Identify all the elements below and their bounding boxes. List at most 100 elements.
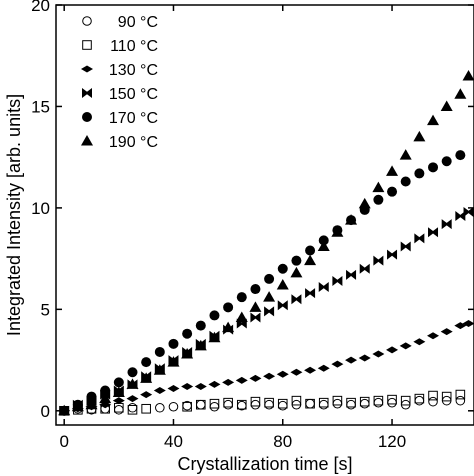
data-point <box>373 397 384 408</box>
data-point <box>209 398 220 409</box>
data-point <box>373 255 384 266</box>
data-point <box>223 399 233 410</box>
legend-entry: 90 °C <box>82 14 158 31</box>
data-point <box>462 320 474 328</box>
data-point <box>141 357 152 368</box>
x-tick-label: 80 <box>273 432 292 451</box>
data-point <box>441 156 452 167</box>
data-point <box>181 347 194 359</box>
data-point <box>276 279 289 290</box>
data-point <box>264 397 274 408</box>
data-point <box>276 370 289 378</box>
data-point <box>250 312 261 323</box>
legend-marker <box>82 40 92 50</box>
data-point <box>346 397 356 408</box>
data-point <box>141 403 151 414</box>
data-point <box>209 401 220 412</box>
series-5 <box>58 70 474 416</box>
data-point <box>100 385 111 396</box>
data-point <box>195 399 206 410</box>
data-point <box>317 364 330 372</box>
data-point <box>318 235 329 246</box>
data-point <box>373 395 384 406</box>
legend-entry: 150 °C <box>82 86 158 103</box>
legend-label: 110 °C <box>110 38 158 55</box>
data-point <box>414 168 425 179</box>
legend-entry: 110 °C <box>82 38 158 55</box>
legend-label: 170 °C <box>109 110 158 127</box>
data-point <box>414 393 425 404</box>
data-point <box>194 339 207 351</box>
legend-entry: 170 °C <box>82 110 158 127</box>
y-axis: 0 5 10 15 20 <box>31 0 474 421</box>
data-point <box>318 397 329 408</box>
data-point <box>305 398 315 409</box>
data-point <box>290 266 303 278</box>
data-point <box>331 226 344 237</box>
data-point <box>400 395 411 406</box>
data-point <box>359 396 370 407</box>
y-tick-label: 10 <box>31 199 50 218</box>
data-point <box>277 400 288 411</box>
data-point <box>264 273 275 284</box>
y-axis-title: Integrated Intensity [arb. units] <box>4 94 24 336</box>
data-point <box>153 364 166 375</box>
data-point <box>168 338 179 349</box>
legend-label: 150 °C <box>109 86 158 103</box>
legend-marker <box>81 65 93 73</box>
data-point <box>359 398 370 409</box>
data-point <box>277 398 288 409</box>
data-point <box>428 390 438 401</box>
data-point <box>114 404 124 415</box>
series-layer <box>58 70 474 416</box>
legend-label: 90 °C <box>118 14 158 31</box>
data-point <box>455 389 466 400</box>
legend-entry: 130 °C <box>81 62 158 79</box>
x-axis: 0 40 80 120 <box>59 5 406 451</box>
data-point <box>428 162 439 173</box>
data-point <box>359 263 370 274</box>
data-point <box>290 368 303 376</box>
data-point <box>317 240 330 251</box>
series-1 <box>59 389 466 416</box>
data-point <box>153 387 166 395</box>
data-point <box>291 395 302 406</box>
y-tick-label: 15 <box>31 97 50 116</box>
data-point <box>454 88 467 99</box>
data-point <box>455 150 466 161</box>
data-point <box>440 100 453 111</box>
data-point <box>455 395 466 406</box>
data-point <box>250 284 261 295</box>
data-point <box>414 395 425 406</box>
data-point <box>86 391 97 402</box>
data-point <box>99 392 112 404</box>
series-2 <box>58 320 474 415</box>
legend-marker <box>82 16 92 26</box>
data-point <box>168 401 179 412</box>
data-point <box>387 397 397 408</box>
y-tick-label: 0 <box>41 402 50 421</box>
data-point <box>427 114 440 126</box>
data-point <box>305 288 316 299</box>
data-point <box>209 310 220 321</box>
data-point <box>318 399 329 410</box>
data-point <box>345 214 358 225</box>
legend-marker <box>82 88 92 98</box>
x-tick-label: 40 <box>164 432 183 451</box>
data-point <box>167 356 180 367</box>
data-point <box>358 354 371 362</box>
data-point <box>263 291 276 302</box>
data-point <box>195 399 206 410</box>
data-point <box>305 245 316 256</box>
data-point <box>181 382 194 390</box>
data-point <box>304 366 317 374</box>
data-point <box>126 395 139 403</box>
data-point <box>331 360 344 368</box>
data-point <box>427 332 440 340</box>
data-point <box>399 342 412 350</box>
y-tick-label: 5 <box>41 300 50 319</box>
data-point <box>140 391 153 399</box>
data-point <box>250 396 261 407</box>
data-point <box>441 219 452 230</box>
data-point <box>372 181 385 193</box>
